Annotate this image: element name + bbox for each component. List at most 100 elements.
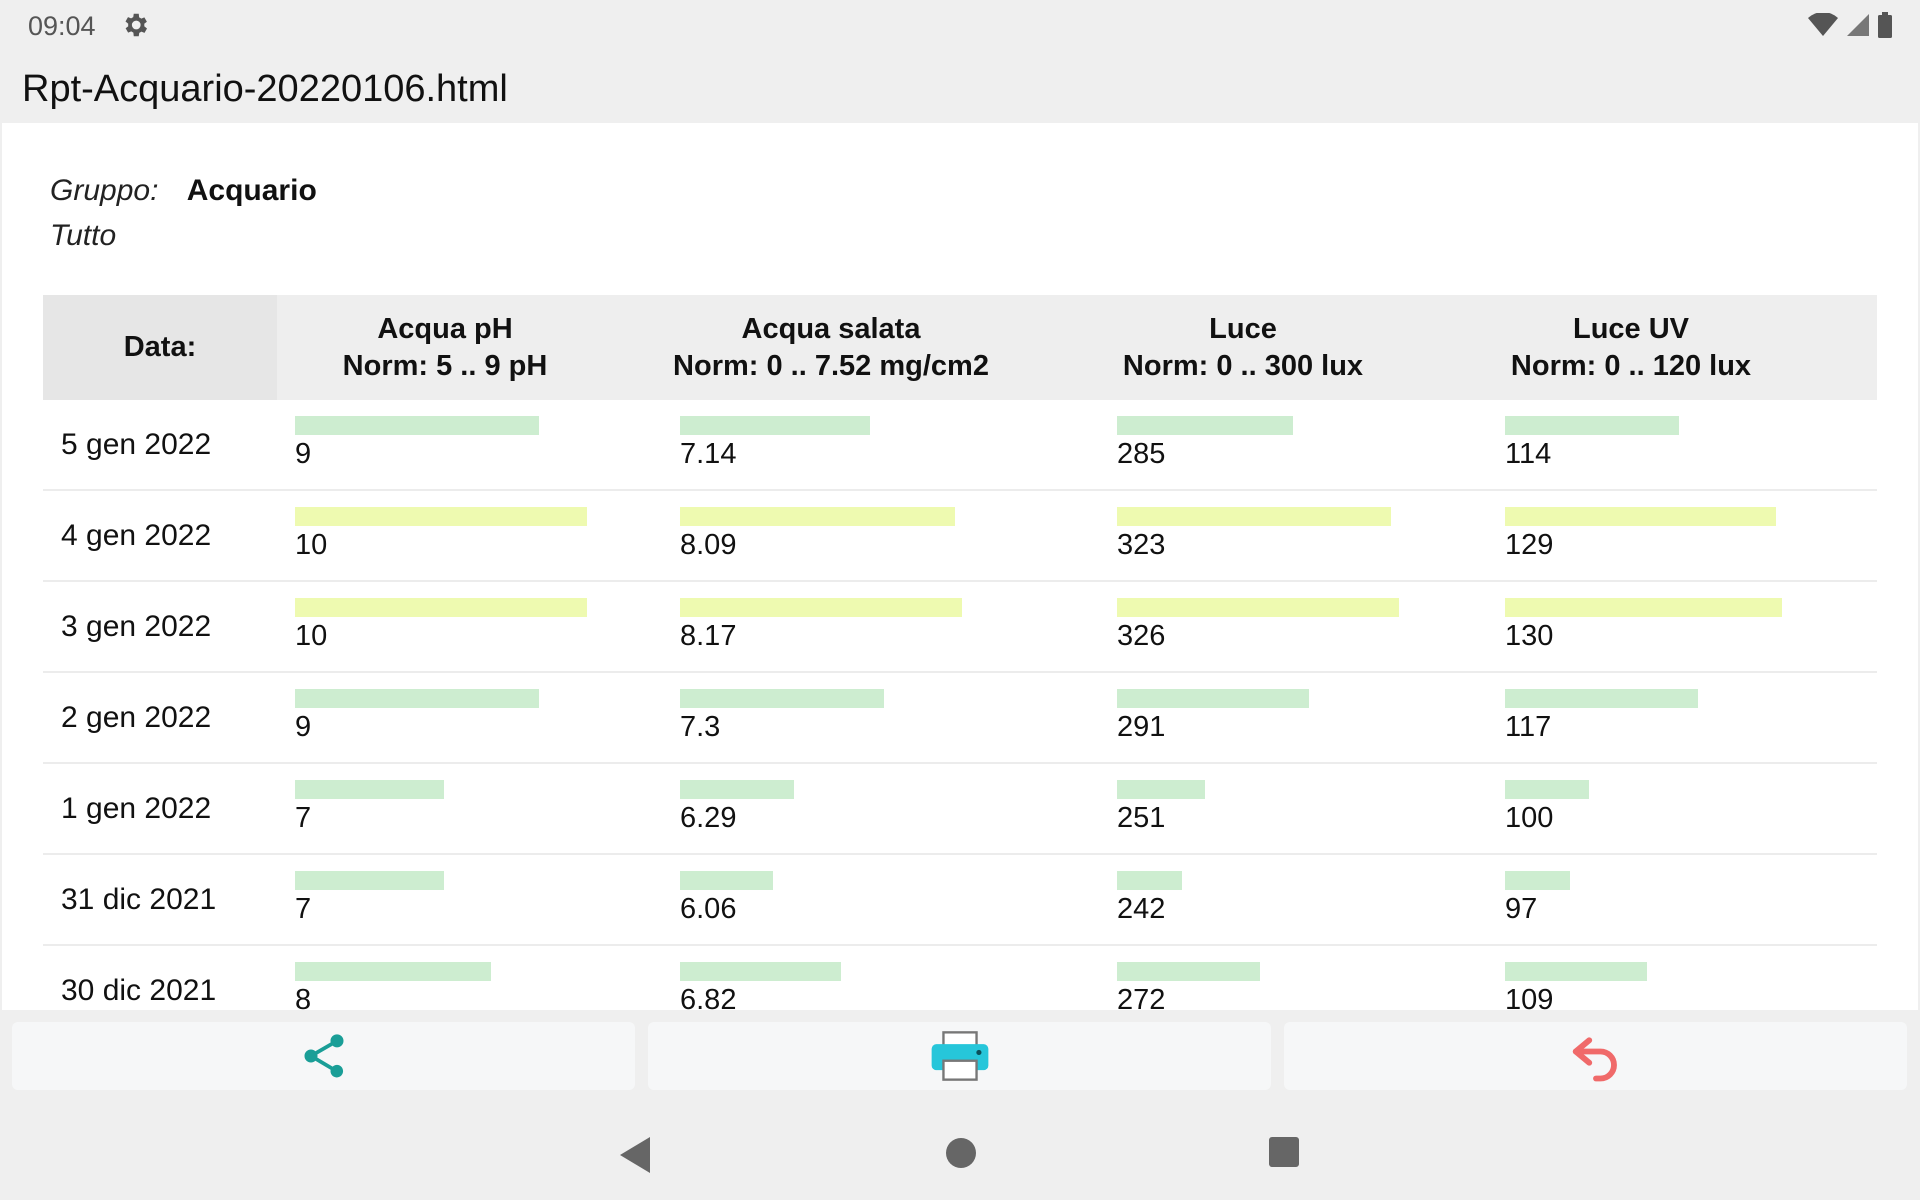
value-text: 114 bbox=[1505, 438, 1552, 470]
row-date: 31 dic 2021 bbox=[61, 883, 217, 916]
row-date: 30 dic 2021 bbox=[61, 974, 217, 1007]
value-bar bbox=[1117, 689, 1309, 708]
value-text: 8 bbox=[295, 984, 312, 1010]
header-norm: Norm: 0 .. 7.52 mg/cm2 bbox=[673, 349, 989, 382]
value-bar bbox=[1505, 507, 1776, 526]
table-body: 5 gen 2022 9 7.14 285 114 4 gen 2022 10 8.09 323… bbox=[43, 400, 1877, 1010]
header-acqua-ph: Acqua pH Norm: 5 .. 9 pH bbox=[277, 295, 613, 400]
header-date: Data: bbox=[43, 295, 277, 400]
filter-label: Tutto bbox=[50, 219, 117, 252]
value-bar bbox=[680, 871, 773, 890]
table-row: 4 gen 2022 10 8.09 323 129 bbox=[43, 491, 1877, 582]
title-bar: Rpt-Acquario-20220106.html bbox=[0, 50, 1920, 122]
header-norm: Norm: 0 .. 300 lux bbox=[1122, 349, 1364, 382]
cell-signal-icon bbox=[1847, 14, 1869, 36]
value-bar bbox=[295, 780, 444, 799]
value-bar bbox=[1117, 507, 1391, 526]
value-text: 100 bbox=[1505, 802, 1554, 834]
value-text: 7.3 bbox=[680, 711, 721, 743]
value-text: 272 bbox=[1117, 984, 1166, 1010]
settings-gear-icon bbox=[125, 13, 147, 37]
header-luce-uv: Luce UV Norm: 0 .. 120 lux bbox=[1437, 295, 1825, 400]
print-button[interactable] bbox=[648, 1022, 1271, 1090]
value-bar bbox=[1505, 780, 1589, 799]
value-text: 109 bbox=[1505, 984, 1554, 1010]
value-bar bbox=[295, 507, 587, 526]
table-row: 2 gen 2022 9 7.3 291 117 bbox=[43, 673, 1877, 764]
value-text: 97 bbox=[1505, 893, 1538, 925]
share-icon bbox=[304, 1034, 343, 1078]
value-text: 9 bbox=[295, 438, 312, 470]
header-date-label: Data: bbox=[123, 331, 197, 363]
table-row: 31 dic 2021 7 6.06 242 97 bbox=[43, 855, 1877, 946]
table-row: 1 gen 2022 7 6.29 251 100 bbox=[43, 764, 1877, 855]
value-bar bbox=[680, 780, 794, 799]
printer-icon bbox=[931, 1031, 988, 1081]
value-bar bbox=[680, 962, 841, 981]
value-bar bbox=[1505, 416, 1679, 435]
value-text: 8.17 bbox=[680, 620, 737, 652]
header-name: Luce UV bbox=[1572, 312, 1690, 345]
value-text: 7 bbox=[295, 893, 312, 925]
row-date: 3 gen 2022 bbox=[61, 610, 212, 643]
row-date: 5 gen 2022 bbox=[61, 428, 212, 461]
action-bar bbox=[0, 1010, 1920, 1115]
value-text: 10 bbox=[295, 529, 328, 561]
value-bar bbox=[680, 507, 955, 526]
header-acqua-salata: Acqua salata Norm: 0 .. 7.52 mg/cm2 bbox=[613, 295, 1049, 400]
value-text: 6.29 bbox=[680, 802, 737, 834]
value-bar bbox=[295, 598, 587, 617]
status-bar: 09:04 bbox=[0, 0, 1920, 50]
table-row: 5 gen 2022 9 7.14 285 114 bbox=[43, 400, 1877, 491]
row-date: 1 gen 2022 bbox=[61, 792, 212, 825]
header-name: Acqua salata bbox=[741, 312, 921, 345]
value-bar bbox=[1505, 689, 1698, 708]
value-text: 117 bbox=[1505, 711, 1552, 743]
status-time: 09:04 bbox=[28, 11, 96, 41]
value-text: 7.14 bbox=[680, 438, 737, 470]
back-button[interactable] bbox=[1284, 1022, 1907, 1090]
value-bar bbox=[295, 962, 491, 981]
header-norm: Norm: 5 .. 9 pH bbox=[342, 349, 548, 382]
report-table: Data: Acqua pH Norm: 5 .. 9 pH Acqua sal… bbox=[43, 295, 1877, 1010]
value-bar bbox=[1505, 871, 1570, 890]
value-bar bbox=[295, 871, 444, 890]
value-text: 9 bbox=[295, 711, 312, 743]
table-row: 3 gen 2022 10 8.17 326 130 bbox=[43, 582, 1877, 673]
value-bar bbox=[680, 598, 962, 617]
value-text: 251 bbox=[1117, 802, 1166, 834]
value-text: 291 bbox=[1117, 711, 1166, 743]
value-text: 130 bbox=[1505, 620, 1554, 652]
value-bar bbox=[295, 416, 539, 435]
value-bar bbox=[295, 689, 539, 708]
value-text: 129 bbox=[1505, 529, 1554, 561]
value-text: 10 bbox=[295, 620, 328, 652]
nav-home-icon[interactable] bbox=[945, 1137, 977, 1169]
undo-arrow-icon bbox=[1572, 1037, 1617, 1082]
value-text: 323 bbox=[1117, 529, 1166, 561]
page-title: Rpt-Acquario-20220106.html bbox=[22, 68, 508, 110]
wifi-icon bbox=[1808, 13, 1838, 36]
battery-icon bbox=[1878, 12, 1892, 38]
nav-recents-icon[interactable] bbox=[1268, 1136, 1300, 1168]
value-bar bbox=[680, 416, 870, 435]
value-bar bbox=[1117, 962, 1260, 981]
header-norm: Norm: 0 .. 120 lux bbox=[1510, 349, 1752, 382]
report-meta: Gruppo: Acquario Tutto bbox=[50, 168, 317, 258]
value-bar bbox=[1505, 962, 1647, 981]
group-row: Gruppo: Acquario bbox=[50, 168, 317, 213]
nav-back-icon[interactable] bbox=[618, 1135, 652, 1175]
row-date: 2 gen 2022 bbox=[61, 701, 212, 734]
navigation-bar bbox=[0, 1115, 1920, 1200]
value-bar bbox=[1117, 598, 1399, 617]
value-bar bbox=[1117, 871, 1182, 890]
value-text: 242 bbox=[1117, 893, 1166, 925]
value-text: 285 bbox=[1117, 438, 1166, 470]
value-text: 326 bbox=[1117, 620, 1166, 652]
table-row: 30 dic 2021 8 6.82 272 109 bbox=[43, 946, 1877, 1010]
report-content[interactable]: Gruppo: Acquario Tutto Data: Acqua pH No… bbox=[2, 123, 1918, 1010]
value-bar bbox=[1117, 780, 1205, 799]
header-luce: Luce Norm: 0 .. 300 lux bbox=[1049, 295, 1437, 400]
row-date: 4 gen 2022 bbox=[61, 519, 212, 552]
share-button[interactable] bbox=[12, 1022, 635, 1090]
